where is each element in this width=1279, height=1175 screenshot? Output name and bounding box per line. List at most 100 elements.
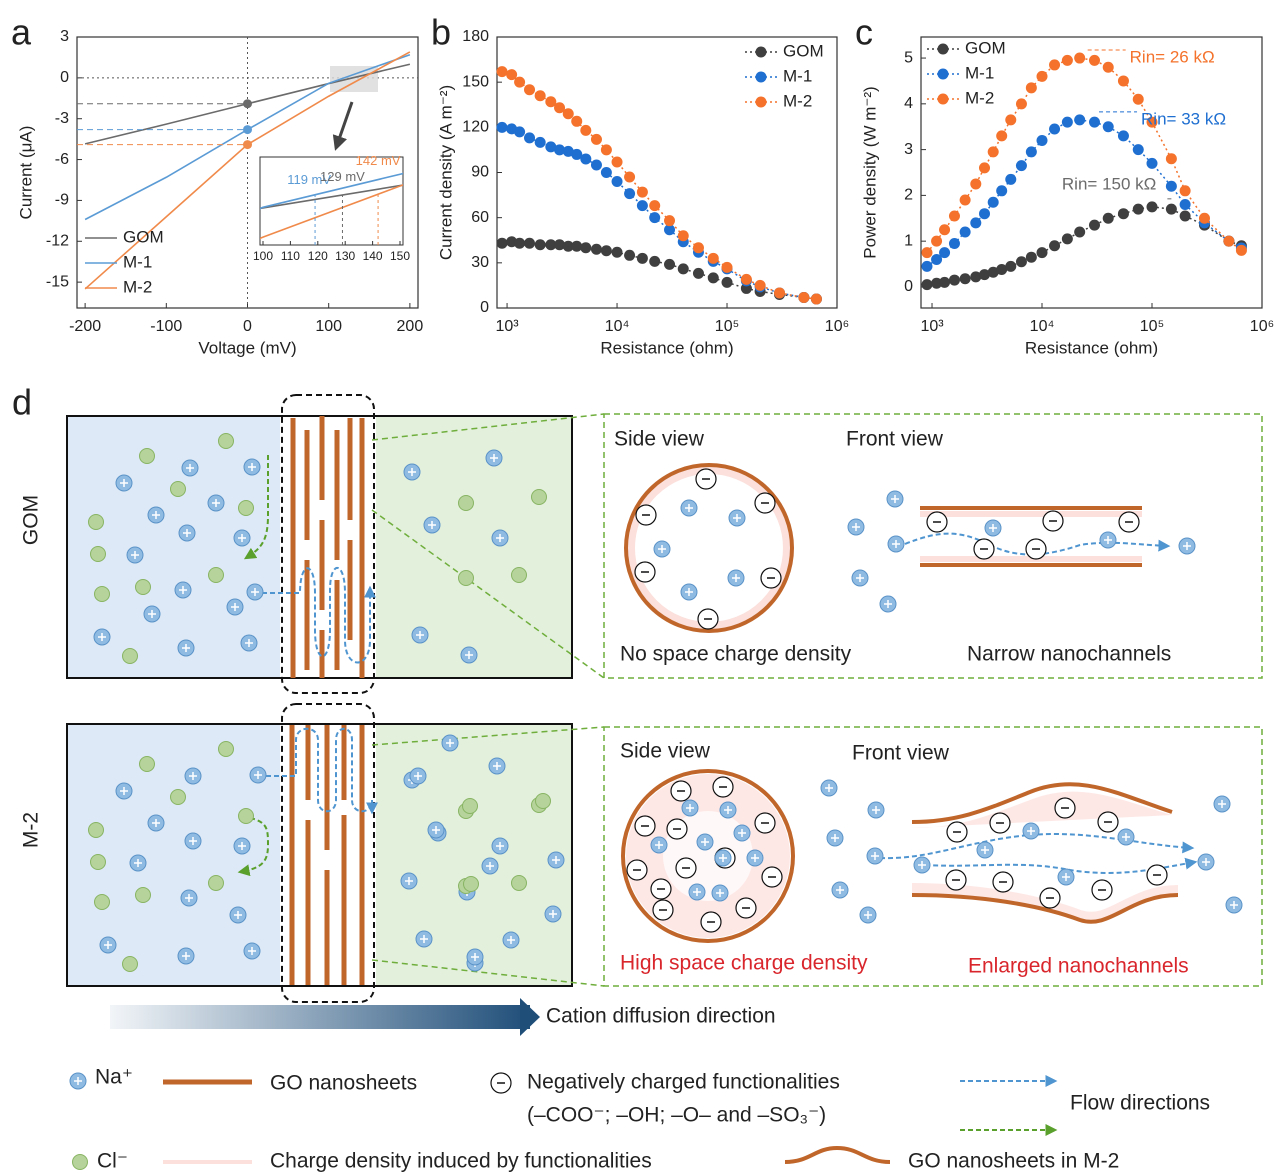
cl-ion (463, 799, 478, 814)
na-ion (442, 735, 458, 751)
na-ion (428, 822, 444, 838)
data-point (1026, 82, 1037, 93)
negative-charge (713, 777, 733, 797)
data-point (722, 262, 733, 273)
view-title: Side view (614, 428, 705, 451)
data-point (988, 146, 999, 157)
panel-label: b (431, 12, 451, 53)
data-point (1049, 59, 1060, 70)
x-tick-label: 200 (397, 318, 424, 335)
data-point (1147, 158, 1158, 169)
data-point (1199, 213, 1210, 224)
x-axis-title: Voltage (mV) (198, 338, 296, 357)
data-point (591, 244, 602, 255)
negative-charge (1055, 798, 1075, 818)
na-ion (181, 890, 197, 906)
na-ion (689, 884, 705, 900)
legend-marker (756, 47, 767, 58)
data-point (580, 153, 591, 164)
na-ion (94, 629, 110, 645)
negative-charge (627, 860, 647, 880)
data-point (1005, 261, 1016, 272)
data-point (1236, 245, 1247, 256)
data-point (921, 279, 932, 290)
data-point (1133, 144, 1144, 155)
y-tick-label: 5 (904, 49, 913, 66)
data-point (1166, 204, 1177, 215)
y-tick-label: 120 (462, 119, 489, 136)
data-point (798, 292, 809, 303)
y-tick-label: 3 (60, 28, 69, 45)
y-tick-label: -9 (55, 192, 69, 209)
legend-text: Flow directions (1070, 1092, 1210, 1115)
data-point (949, 238, 960, 249)
negative-charge (696, 469, 716, 489)
na-ion (116, 475, 132, 491)
cl-ion (459, 571, 474, 586)
zoom-highlight (330, 66, 378, 92)
panel-label: a (11, 12, 32, 53)
na-ion (412, 627, 428, 643)
y-tick-label: -6 (55, 151, 69, 168)
data-point (535, 137, 546, 148)
x-tick-label: 10⁴ (605, 318, 630, 335)
legend-text: Charge density induced by functionalitie… (270, 1150, 652, 1173)
negative-charge (698, 609, 718, 629)
y-axis-title: Current density (A m⁻²) (436, 85, 455, 260)
legend-label: M-2 (965, 88, 994, 107)
data-point (601, 245, 612, 256)
na-ion (130, 855, 146, 871)
y-tick-label: 1 (904, 232, 913, 249)
data-point (1103, 213, 1114, 224)
data-point (931, 236, 942, 247)
na-ion (185, 833, 201, 849)
legend-marker (756, 97, 767, 108)
data-point (678, 263, 689, 274)
negative-charge (761, 568, 781, 588)
data-point (637, 187, 648, 198)
x-tick-label: 10⁵ (1140, 318, 1164, 335)
na-ion (461, 647, 477, 663)
inset-tick-label: 150 (390, 249, 410, 263)
cl-ion (140, 449, 155, 464)
x-tick-label: -100 (150, 318, 182, 335)
data-point (1037, 247, 1048, 258)
cl-ion (136, 580, 151, 595)
data-point (1118, 75, 1129, 86)
y-tick-label: 4 (904, 95, 913, 112)
na-ion (715, 850, 731, 866)
data-point (939, 277, 950, 288)
legend-label: GOM (123, 227, 164, 246)
direction-bar (110, 1005, 530, 1029)
x-tick-label: 10⁴ (1030, 318, 1055, 335)
data-point (612, 156, 623, 167)
inset-tick-label: 120 (308, 249, 328, 263)
panel-label: c (855, 12, 873, 53)
data-point (678, 230, 689, 241)
legend-text: Negatively charged functionalities (527, 1071, 840, 1094)
data-point (497, 66, 508, 77)
cl-ion (140, 757, 155, 772)
legend-label: M-2 (123, 277, 152, 296)
na-ion (208, 495, 224, 511)
pore-wall (626, 465, 792, 631)
data-point (563, 108, 574, 119)
data-point (1118, 208, 1129, 219)
crossing-label: 142 mV (356, 153, 401, 168)
cl-ion (95, 587, 110, 602)
na-ion (144, 606, 160, 622)
negative-charge (635, 816, 655, 836)
na-ion (1226, 897, 1242, 913)
data-point (939, 224, 950, 235)
cl-ion (89, 823, 104, 838)
row-label: M-2 (20, 812, 43, 848)
negative-charge (755, 493, 775, 513)
na-ion (548, 852, 564, 868)
data-point (601, 144, 612, 155)
data-point (1074, 53, 1085, 64)
na-ion (148, 507, 164, 523)
data-point (1180, 185, 1191, 196)
data-point (1016, 98, 1027, 109)
cl-ion (123, 649, 138, 664)
data-point (601, 167, 612, 178)
